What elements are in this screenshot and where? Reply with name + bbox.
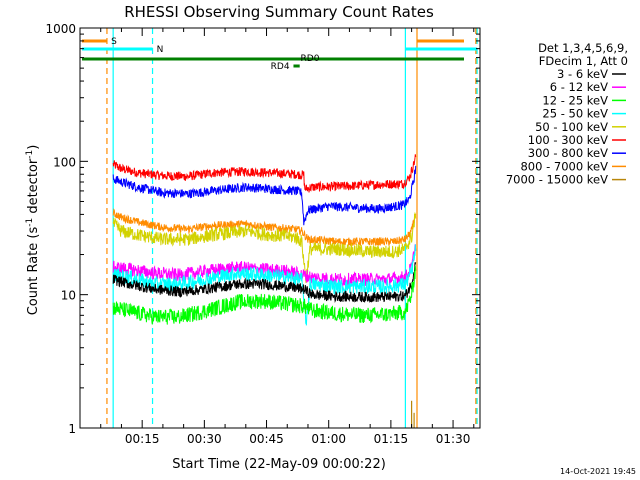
chart-title: RHESSI Observing Summary Count Rates — [124, 3, 434, 21]
series-line-4 — [112, 244, 417, 288]
axes — [79, 27, 481, 429]
series-line-3 — [112, 211, 417, 283]
saa-label: S — [111, 37, 117, 47]
x-axis-label: Start Time (22-May-09 00:00:22) — [172, 457, 386, 472]
generated-timestamp: 14-Oct-2021 19:45 — [560, 467, 636, 476]
y-axis-ticks: 1 10 100 1000 — [45, 22, 480, 436]
series-line-0 — [112, 154, 417, 193]
x-tick-label: 01:15 — [374, 432, 409, 446]
y-tick-label: 10 — [61, 289, 76, 303]
x-tick-label: 00:30 — [187, 432, 222, 446]
legend-entry-label: 25 - 50 keV — [542, 107, 608, 121]
series-line-6 — [112, 262, 417, 304]
y-tick-label: 100 — [53, 155, 76, 169]
legend-entry-label: 800 - 7000 keV — [520, 159, 608, 173]
x-tick-label: 00:15 — [125, 432, 160, 446]
series-line-7 — [112, 265, 417, 325]
night-label: N — [157, 45, 164, 55]
legend-entry-label: 6 - 12 keV — [550, 80, 608, 94]
legend-entry-label: 3 - 6 keV — [557, 67, 608, 81]
y-axis-label: Count Rate (s-1 detector-1) — [25, 145, 41, 316]
legend: Det 1,3,4,5,6,9,FDecim 1, Att 03 - 6 keV… — [506, 41, 628, 187]
x-tick-label: 01:30 — [436, 432, 471, 446]
series-line-1 — [112, 165, 417, 226]
y-tick-label: 1 — [68, 422, 76, 436]
x-tick-label: 01:00 — [311, 432, 346, 446]
x-axis-ticks: 00:15 00:30 00:45 01:00 01:15 01:30 — [100, 28, 475, 446]
legend-header: Det 1,3,4,5,6,9, — [538, 41, 628, 55]
plot-frame — [79, 27, 481, 429]
status-flags: S N RD0 RD4 — [82, 37, 478, 72]
legend-entry-label: 300 - 800 keV — [528, 146, 608, 160]
series-line-2 — [112, 208, 417, 247]
series-line-5 — [112, 244, 417, 326]
legend-entry-label: 50 - 100 keV — [535, 120, 608, 134]
rd4-label: RD4 — [271, 62, 290, 72]
plot-area — [106, 28, 478, 428]
legend-entry-label: 12 - 25 keV — [542, 93, 608, 107]
rd0-label: RD0 — [301, 54, 320, 64]
legend-entry-label: 100 - 300 keV — [528, 133, 608, 147]
legend-header: FDecim 1, Att 0 — [539, 54, 628, 68]
y-tick-label: 1000 — [45, 22, 76, 36]
x-tick-label: 00:45 — [249, 432, 284, 446]
legend-entry-label: 7000 - 15000 keV — [506, 173, 608, 187]
